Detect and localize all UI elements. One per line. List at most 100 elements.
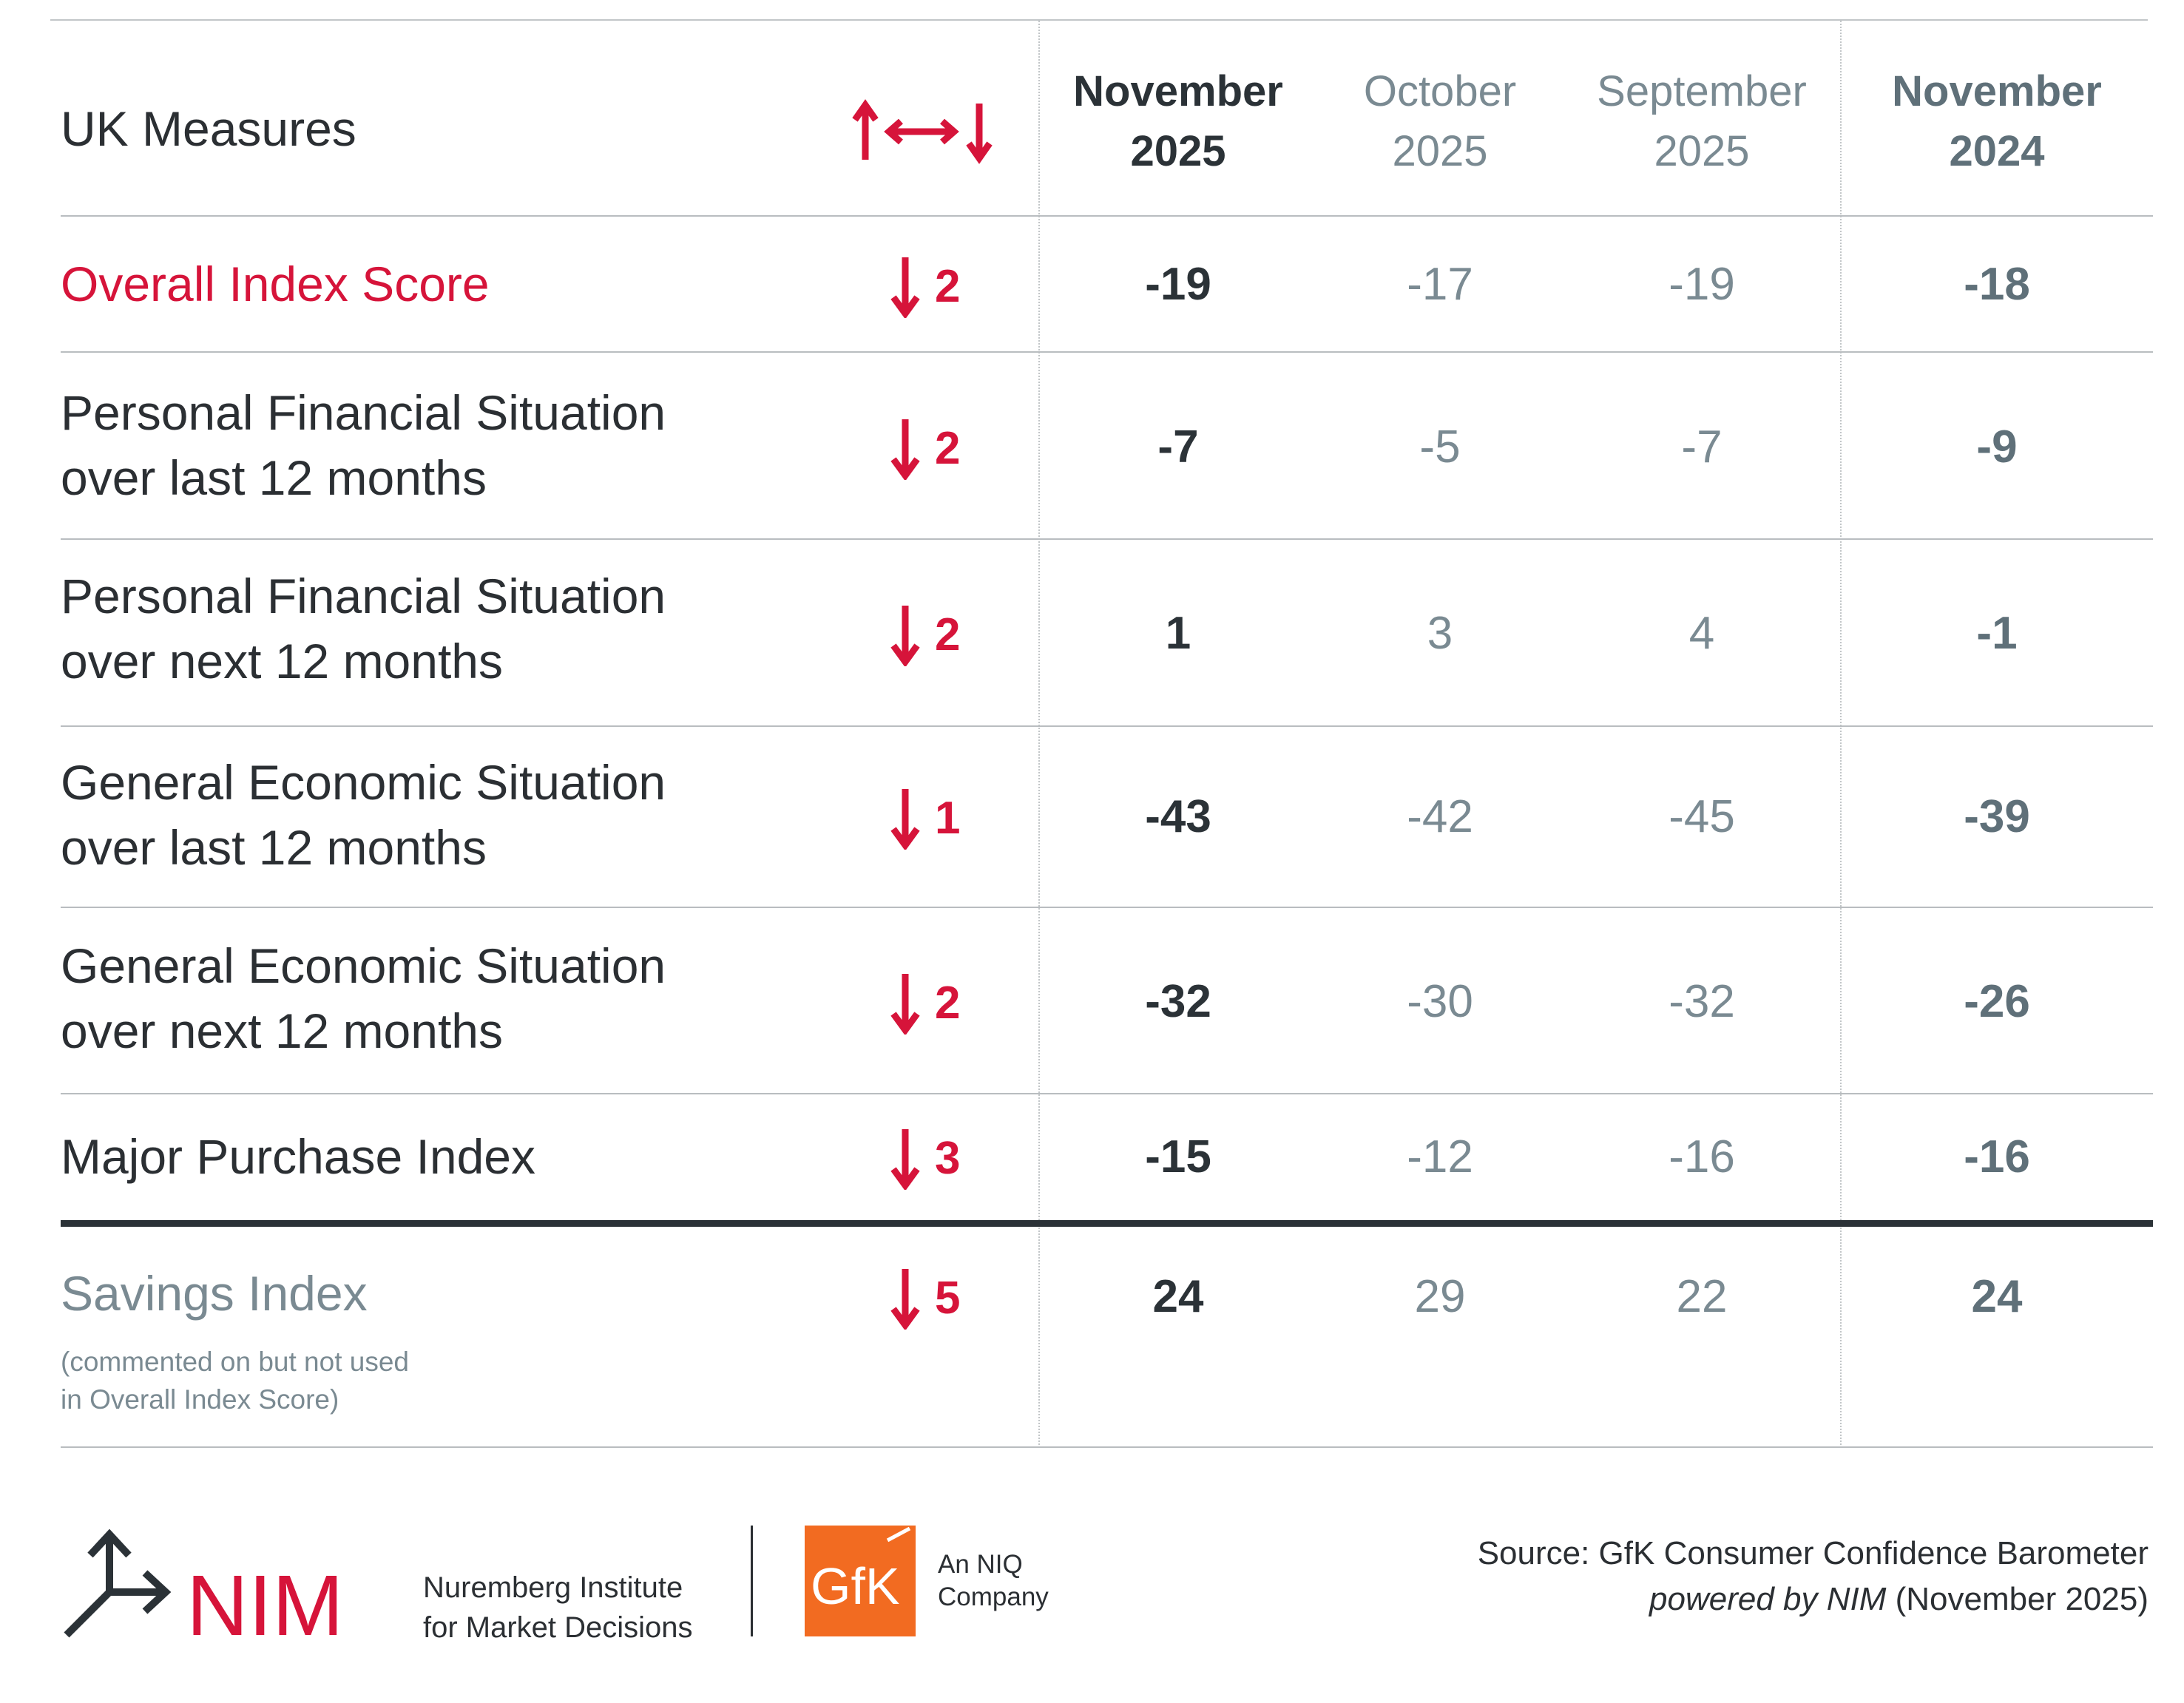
- savings-note: (commented on but not used in Overall In…: [61, 1343, 409, 1418]
- header-last-year: November 2024: [1864, 61, 2130, 181]
- change-value: 2: [935, 609, 961, 660]
- value-current: -32: [1145, 976, 1211, 1027]
- arrow-down-icon: [890, 419, 920, 480]
- row-label-personal-financial-next: Personal Financial Situation over next 1…: [61, 563, 666, 694]
- column-divider-current: [1038, 21, 1040, 1448]
- nim-logo-icon: NIM: [64, 1528, 344, 1644]
- nim-name-line2: for Market Decisions: [423, 1611, 693, 1644]
- value-last-year: -1: [1976, 608, 2018, 659]
- row-label-line1: General Economic Situation: [61, 755, 666, 810]
- header-month: November: [1892, 67, 2102, 115]
- arrow-down-icon: [890, 257, 920, 318]
- change-value: 2: [935, 978, 961, 1029]
- gfk-tagline: An NIQ Company: [938, 1548, 1049, 1614]
- row-label-line2: over last 12 months: [61, 450, 487, 505]
- gfk-logo-art: GfK: [811, 1526, 911, 1615]
- column-divider-last-year: [1840, 21, 1842, 1448]
- change-value: 3: [935, 1133, 961, 1184]
- divider: [61, 725, 2153, 727]
- change-indicator: 2: [888, 254, 998, 321]
- value-two-months-ago: -7: [1681, 421, 1722, 473]
- table-title: UK Measures: [61, 101, 356, 156]
- value-two-months-ago: -45: [1669, 791, 1735, 842]
- value-last-year: 24: [1971, 1271, 2023, 1322]
- divider: [61, 1093, 2153, 1094]
- row-label-overall-index: Overall Index Score: [61, 257, 490, 311]
- nim-institute-name: Nuremberg Institute for Market Decisions: [423, 1568, 693, 1648]
- row-label-line2: over next 12 months: [61, 634, 503, 688]
- value-last-year: -16: [1964, 1131, 2030, 1182]
- header-month: October: [1363, 67, 1517, 115]
- value-previous: -5: [1419, 421, 1461, 473]
- change-value: 5: [935, 1273, 961, 1324]
- value-previous: -42: [1407, 791, 1473, 842]
- value-current: 24: [1152, 1271, 1204, 1322]
- value-current: -43: [1145, 791, 1211, 842]
- top-rule: [50, 19, 2148, 21]
- arrow-down-icon: [890, 974, 920, 1035]
- value-current: -19: [1145, 259, 1211, 310]
- trend-legend-icon: [852, 99, 993, 164]
- header-year: 2025: [1392, 127, 1488, 175]
- row-label-line1: Personal Financial Situation: [61, 385, 666, 440]
- header-two-months-ago: September 2025: [1569, 61, 1835, 181]
- divider: [61, 351, 2153, 353]
- arrow-down-icon: [890, 1129, 920, 1190]
- value-two-months-ago: 4: [1688, 608, 1715, 659]
- divider: [61, 215, 2153, 217]
- change-value: 2: [935, 423, 961, 474]
- header-month: November: [1073, 67, 1283, 115]
- value-previous: -17: [1407, 259, 1473, 310]
- value-two-months-ago: -32: [1669, 976, 1735, 1027]
- value-current: -15: [1145, 1131, 1211, 1182]
- value-last-year: -18: [1964, 259, 2030, 310]
- change-indicator: 2: [888, 971, 998, 1037]
- source-line2: powered by NIM (November 2025): [1478, 1577, 2148, 1622]
- value-current: -7: [1157, 421, 1199, 473]
- row-label-line2: over next 12 months: [61, 1003, 503, 1058]
- value-current: 1: [1165, 608, 1191, 659]
- divider: [61, 907, 2153, 908]
- change-indicator: 2: [888, 603, 998, 669]
- value-previous: 29: [1414, 1271, 1466, 1322]
- value-last-year: -26: [1964, 976, 2030, 1027]
- value-last-year: -39: [1964, 791, 2030, 842]
- change-value: 1: [935, 793, 961, 844]
- row-label-line1: Personal Financial Situation: [61, 569, 666, 623]
- arrow-down-icon: [890, 606, 920, 666]
- header-current-month: November 2025: [1045, 61, 1311, 181]
- divider: [61, 1446, 2153, 1448]
- row-label-major-purchase: Major Purchase Index: [61, 1129, 535, 1184]
- gfk-logo-icon: GfK: [805, 1526, 916, 1636]
- change-indicator: 2: [888, 416, 998, 483]
- row-label-line1: General Economic Situation: [61, 938, 666, 993]
- gfk-tagline-line2: Company: [938, 1582, 1049, 1611]
- value-two-months-ago: 22: [1676, 1271, 1728, 1322]
- savings-note-line2: in Overall Index Score): [61, 1384, 339, 1415]
- nim-name-line1: Nuremberg Institute: [423, 1571, 683, 1604]
- nim-wordmark: NIM: [186, 1557, 344, 1644]
- arrow-down-icon: [890, 789, 920, 850]
- value-previous: -30: [1407, 976, 1473, 1027]
- value-last-year: -9: [1976, 421, 2018, 473]
- value-two-months-ago: -16: [1669, 1131, 1735, 1182]
- source-date: (November 2025): [1895, 1581, 2148, 1617]
- change-indicator: 3: [888, 1126, 998, 1193]
- value-two-months-ago: -19: [1669, 259, 1735, 310]
- source-powered-by: powered by NIM: [1649, 1581, 1887, 1617]
- row-label-savings-index: Savings Index: [61, 1266, 368, 1321]
- change-indicator: 5: [888, 1266, 998, 1333]
- source-line1: Source: GfK Consumer Confidence Baromete…: [1477, 1535, 2148, 1571]
- arrow-down-icon: [890, 1269, 920, 1330]
- value-previous: 3: [1427, 608, 1453, 659]
- row-label-personal-financial-last: Personal Financial Situation over last 1…: [61, 380, 666, 510]
- row-label-general-economic-last: General Economic Situation over last 12 …: [61, 750, 666, 880]
- change-value: 2: [935, 261, 961, 312]
- logo-divider: [751, 1526, 753, 1636]
- gfk-tagline-line1: An NIQ: [938, 1550, 1023, 1579]
- source-citation: Source: GfK Consumer Confidence Baromete…: [1478, 1531, 2148, 1622]
- row-label-general-economic-next: General Economic Situation over next 12 …: [61, 933, 666, 1063]
- savings-note-line1: (commented on but not used: [61, 1347, 410, 1377]
- change-indicator: 1: [888, 786, 998, 853]
- header-year: 2024: [1949, 127, 2045, 175]
